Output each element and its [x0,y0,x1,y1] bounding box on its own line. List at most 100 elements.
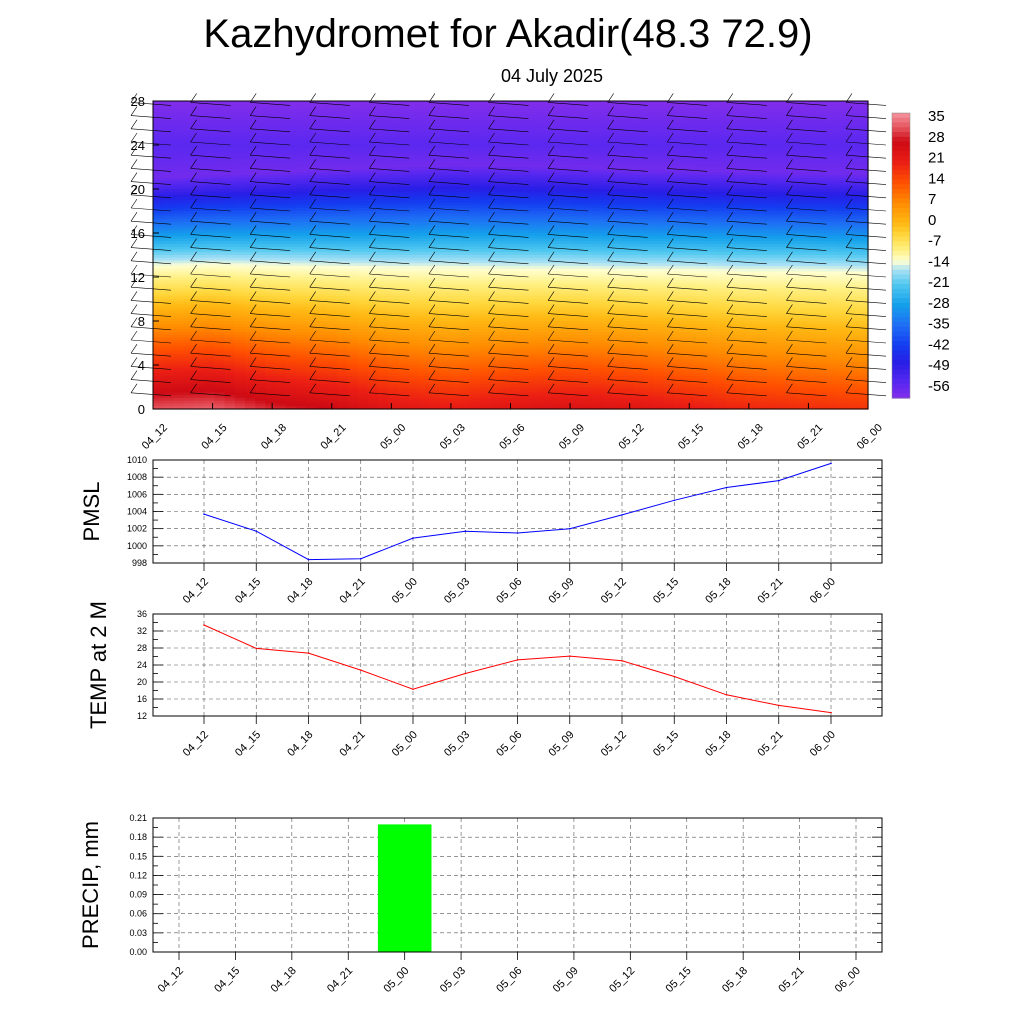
temperature-cell [183,145,195,149]
temperature-cell [459,274,471,278]
temperature-cell [214,263,226,267]
temperature-cell [653,230,665,234]
temperature-cell [816,128,828,132]
temperature-cell [234,235,246,240]
temperature-cell [786,263,798,267]
temperature-cell [673,142,685,146]
temperature-cell [255,200,266,204]
temperature-cell [765,109,777,113]
temperature-cell [490,183,501,187]
temperature-cell [776,142,787,146]
temperature-cell [439,161,450,165]
temperature-cell [275,142,287,146]
temperature-cell [265,172,277,176]
temperature-cell [582,147,593,152]
temperature-cell [459,238,471,242]
temperature-cell [622,147,634,152]
temperature-cell [347,142,358,146]
temperature-cell [663,197,675,201]
temperature-cell [520,161,532,165]
temperature-cell [735,156,747,160]
temperature-cell [837,260,849,264]
temperature-cell [551,205,563,209]
temperature-cell [622,183,634,187]
temperature-cell [582,128,593,132]
temperature-cell [786,136,798,141]
temperature-cell [285,274,297,278]
temperature-cell [377,131,389,135]
temperature-cell [449,244,461,248]
temperature-cell [663,208,675,212]
temperature-cell [490,293,501,297]
temperature-cell [439,268,450,273]
temperature-cell [214,153,226,157]
temperature-cell [173,145,185,149]
temperature-cell [244,238,256,242]
temperature-cell [306,172,318,176]
temperature-cell [306,175,318,179]
temperature-cell [255,285,266,289]
temperature-cell [459,200,471,204]
temperature-cell [214,106,226,110]
temperature-cell [847,208,859,212]
temperature-cell [285,197,297,201]
temperature-cell [326,175,338,179]
temperature-cell [255,219,266,223]
temperature-cell [694,131,706,135]
temperature-cell [837,180,849,185]
temperature-cell [490,158,501,163]
temperature-cell [204,186,215,190]
temperature-cell [837,244,849,248]
temperature-cell [193,197,205,201]
temperature-cell [530,230,542,234]
temperature-cell [490,117,501,121]
temperature-cell [725,175,736,179]
temperature-cell [408,227,420,231]
temperature-cell [500,233,512,237]
temperature-cell [704,172,716,176]
temperature-cell [336,266,348,270]
temperature-cell [786,139,798,143]
temperature-cell [367,194,379,198]
temperature-cell [265,285,277,289]
temperature-cell [561,106,573,110]
temperature-cell [418,189,430,193]
temperature-cell [459,197,471,201]
temperature-cell [316,123,328,127]
temperature-cell [173,224,185,229]
temperature-cell [285,290,297,295]
temperature-cell [725,241,736,245]
temperature-cell [745,120,757,124]
temperature-cell [673,136,685,141]
temperature-cell [735,293,747,297]
temperature-cell [582,246,593,251]
temperature-cell [224,189,236,193]
temperature-cell [244,249,256,253]
temperature-cell [602,252,614,256]
temperature-cell [224,227,236,231]
temperature-cell [602,244,614,248]
temperature-cell [296,169,307,174]
temperature-cell [163,197,175,201]
temperature-cell [296,142,307,146]
temperature-cell [592,244,604,248]
temperature-cell [326,158,338,163]
temperature-cell [275,211,287,215]
temperature-cell [653,123,665,127]
temperature-cell [725,139,736,143]
temperature-cell [500,271,512,275]
temperature-cell [714,230,726,234]
temperature-cell [204,230,215,234]
temperature-cell [765,213,777,218]
temperature-cell [602,216,614,220]
temperature-cell [408,167,420,171]
temperature-cell [500,288,512,292]
temperature-cell [296,153,307,157]
temperature-cell [326,103,338,108]
temperature-cell [745,266,757,270]
temperature-cell [449,219,461,223]
temperature-cell [153,123,164,127]
temperature-cell [673,167,685,171]
temperature-cell [541,180,552,185]
temperature-cell [234,120,246,124]
